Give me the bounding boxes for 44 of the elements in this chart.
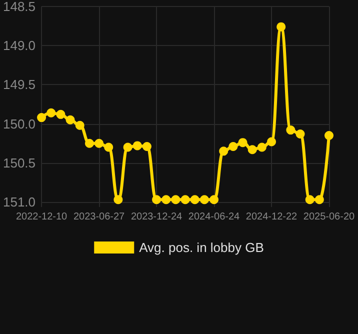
point: [190, 195, 200, 204]
point: [210, 195, 219, 204]
y-tick-label: 149.0: [2, 38, 36, 54]
point: [142, 142, 152, 151]
point: [84, 138, 94, 148]
point: [104, 142, 114, 152]
point: [276, 22, 286, 32]
point: [296, 129, 305, 138]
point: [66, 115, 75, 124]
point: [238, 138, 248, 148]
point: [248, 145, 257, 154]
point: [267, 137, 276, 146]
point: [46, 108, 56, 118]
point: [219, 146, 228, 156]
point: [162, 195, 171, 204]
point: [56, 110, 66, 119]
y-tick-label: 148.5: [2, 0, 36, 14]
point: [171, 195, 180, 204]
point: [180, 195, 190, 204]
point: [324, 131, 334, 140]
y-tick-label: 150.5: [2, 155, 36, 170]
y-tick-label: 151.0: [2, 194, 36, 210]
point: [132, 141, 142, 150]
point: [286, 126, 296, 135]
legend-label: Avg. pos. in lobby GB: [139, 240, 264, 255]
y-tick-label: 150.0: [2, 116, 36, 132]
point: [94, 138, 104, 148]
y-tick-label: 149.5: [2, 77, 36, 92]
point: [75, 120, 84, 130]
x-tick-label: 2022-12-10: [16, 212, 68, 222]
point: [37, 113, 46, 122]
point: [200, 195, 209, 204]
point: [152, 195, 162, 204]
x-tick-label: 2024-06-24: [188, 212, 240, 222]
point: [114, 195, 123, 204]
point: [257, 142, 266, 152]
x-tick-label: 2025-06-20: [303, 212, 356, 222]
point: [123, 142, 132, 152]
point: [305, 195, 314, 204]
point: [228, 142, 238, 151]
x-tick-label: 2023-06-27: [73, 212, 126, 222]
x-tick-label: 2023-12-24: [130, 212, 183, 222]
point: [314, 195, 324, 204]
x-tick-label: 2024-12-22: [246, 212, 298, 222]
